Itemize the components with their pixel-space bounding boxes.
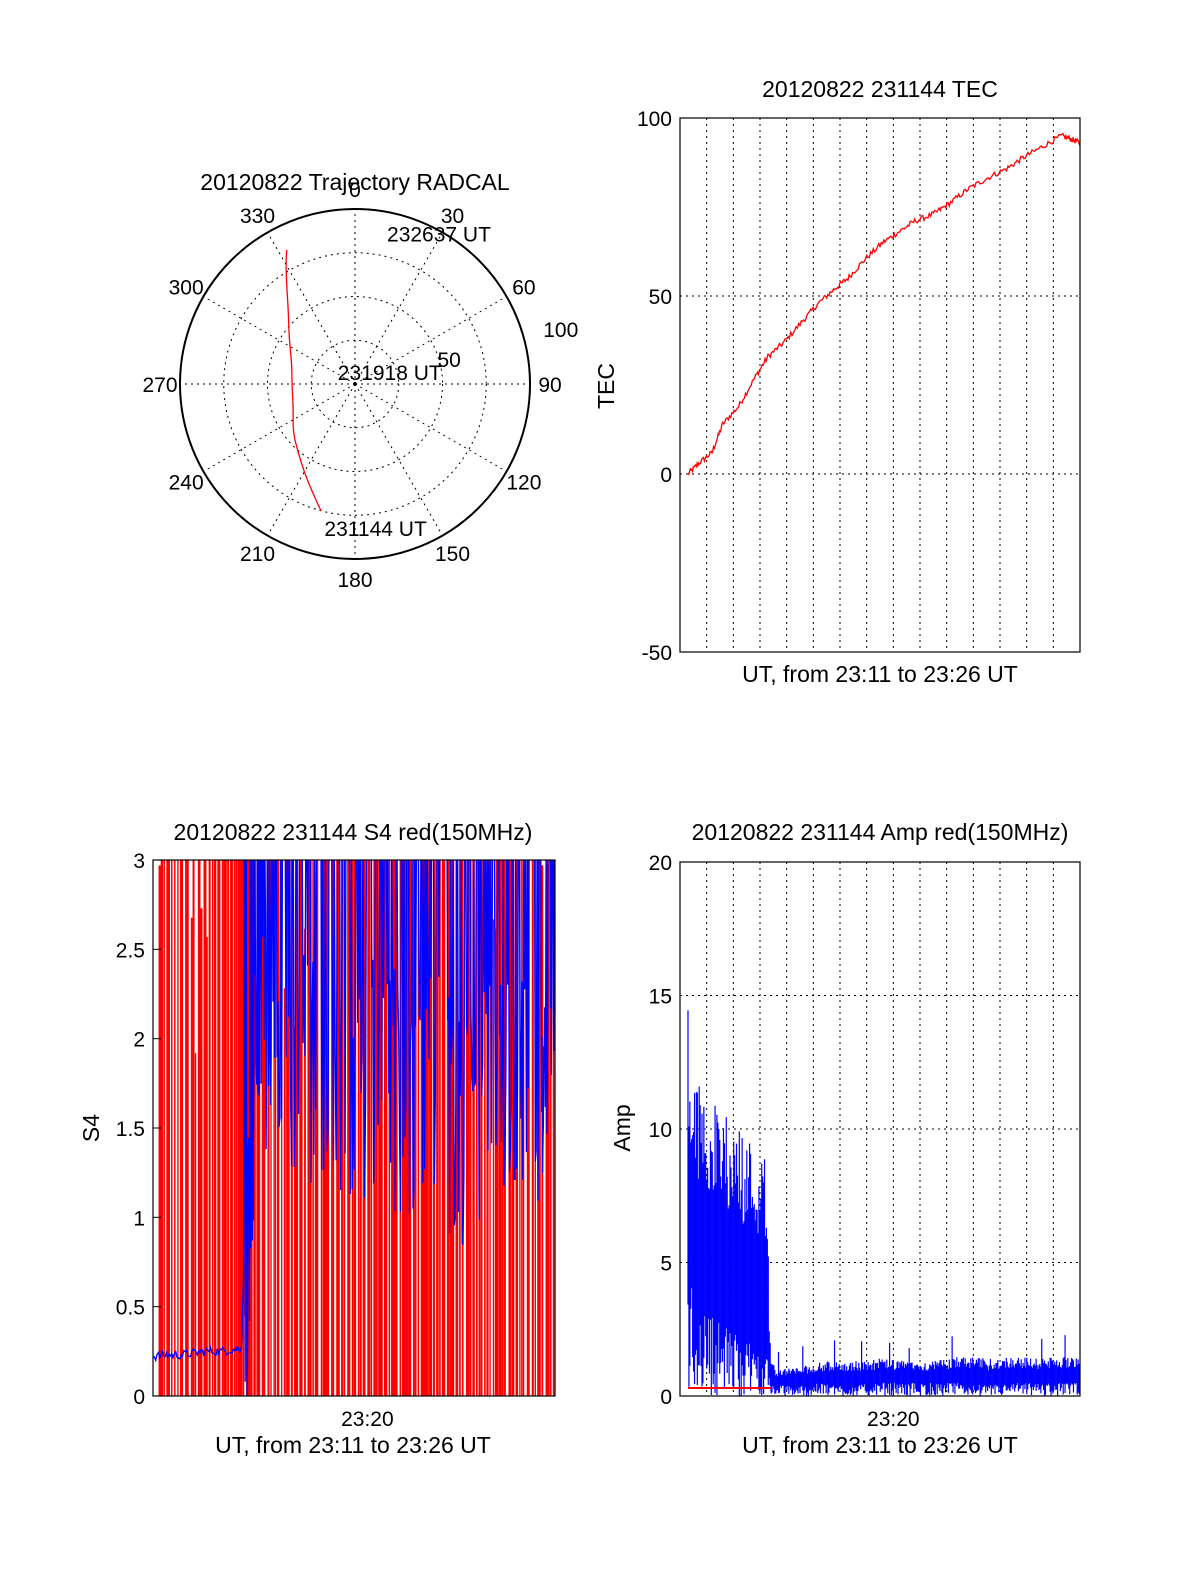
s4-y-tick-label: 2: [133, 1029, 145, 1052]
polar-radial-label: 50: [437, 349, 460, 372]
s4-blue-series: [153, 860, 555, 1396]
polar-ring-50: [267, 296, 443, 472]
s4-chart: 20120822 231144 S4 red(150MHz) 0 0.5 1 1.5 2…: [78, 819, 556, 1458]
s4-y-tick-label: 0.5: [116, 1297, 145, 1320]
polar-angle-label: 240: [169, 472, 204, 495]
tec-title: 20120822 231144 TEC: [762, 76, 998, 102]
polar-spoke-120: [354, 383, 507, 472]
polar-spoke-150: [354, 383, 443, 536]
s4-x-tick-label: 23:20: [341, 1408, 394, 1431]
amp-chart: 20120822 231144 Amp red(150MHz) 0 5 10 15 20…: [609, 819, 1081, 1458]
trajectory-time-label: 231144 UT: [324, 518, 427, 541]
s4-title: 20120822 231144 S4 red(150MHz): [174, 819, 533, 845]
polar-angle-label: 270: [142, 374, 177, 397]
tec-xlabel: UT, from 23:11 to 23:26 UT: [742, 661, 1018, 687]
amp-title: 20120822 231144 Amp red(150MHz): [692, 819, 1069, 845]
tec-y-tick-labels: -50 0 50 100: [637, 108, 672, 665]
s4-y-tick-label: 0: [133, 1386, 145, 1409]
amp-x-tick-labels: 23:20: [867, 1408, 920, 1431]
polar-angle-label: 330: [240, 205, 275, 228]
polar-angle-label: 60: [512, 277, 535, 300]
tec-y-tick-label: 50: [649, 286, 672, 309]
amp-y-tick-label: 10: [649, 1119, 672, 1142]
amp-frame: [679, 861, 1081, 1397]
polar-radial-label: 100: [543, 319, 578, 342]
polar-angle-labels: 0 30 60 90 120 150 180 210 240 270 300 330: [142, 179, 561, 592]
tec-chart: 20120822 231144 TEC -50 0 50 100 UT, from 2…: [593, 76, 1081, 687]
s4-x-tick-labels: 23:20: [341, 1408, 394, 1431]
trajectory-time-label: 232637 UT: [387, 223, 491, 246]
s4-y-tick-label: 2.5: [116, 939, 145, 962]
tec-y-tick-label: 100: [637, 108, 672, 131]
polar-trajectory-chart: 20120822 Trajectory RADCAL 0 30 60 90 120 150…: [142, 169, 578, 592]
amp-y-tick-label: 15: [649, 986, 672, 1009]
amp-xlabel: UT, from 23:11 to 23:26 UT: [742, 1432, 1018, 1458]
tec-grid: [680, 117, 1080, 653]
polar-angle-label: 180: [337, 569, 372, 592]
amp-y-tick-label: 5: [660, 1253, 672, 1276]
polar-radial-labels: 50 100: [437, 319, 578, 372]
s4-y-tick-labels: 0 0.5 1 1.5 2 2.5 3: [116, 850, 161, 1409]
tec-frame: [679, 117, 1081, 653]
tec-ylabel: TEC: [593, 363, 619, 409]
polar-angle-label: 0: [349, 179, 361, 202]
polar-angle-label: 120: [506, 472, 541, 495]
s4-ylabel: S4: [78, 1114, 104, 1142]
polar-angle-label: 30: [441, 205, 464, 228]
polar-title: 20120822 Trajectory RADCAL: [200, 169, 510, 195]
s4-y-tick-label: 3: [133, 850, 145, 873]
trajectory-track: [285, 249, 322, 512]
s4-y-tick-label: 1: [133, 1207, 145, 1230]
amp-x-tick-label: 23:20: [867, 1408, 920, 1431]
polar-angle-label: 300: [169, 277, 204, 300]
tec-y-tick-label: -50: [642, 642, 672, 665]
polar-spoke-210: [267, 383, 356, 536]
polar-spoke-300: [203, 296, 356, 385]
amp-y-tick-label: 20: [649, 852, 672, 875]
amp-y-tick-labels: 0 5 10 15 20: [649, 852, 672, 1409]
trajectory-annotations: 232637 UT 231918 UT 231144 UT: [324, 223, 491, 540]
amp-blue-series: [687, 1010, 1080, 1396]
amp-y-tick-label: 0: [660, 1386, 672, 1409]
polar-spoke-60: [354, 296, 507, 385]
tec-series-line: [687, 132, 1081, 476]
polar-spoke-330: [267, 232, 356, 385]
s4-frame: [152, 859, 556, 1397]
s4-y-tick-label: 1.5: [116, 1118, 145, 1141]
s4-xlabel: UT, from 23:11 to 23:26 UT: [215, 1432, 491, 1458]
polar-angle-label: 210: [240, 543, 275, 566]
polar-spoke-30: [354, 232, 443, 385]
tec-y-tick-label: 0: [660, 464, 672, 487]
polar-angle-label: 150: [435, 543, 470, 566]
polar-angle-label: 90: [538, 374, 561, 397]
trajectory-time-label: 231918 UT: [338, 362, 442, 385]
amp-ylabel: Amp: [609, 1104, 635, 1151]
polar-ring-75: [223, 252, 487, 516]
polar-grid: [179, 208, 531, 560]
polar-spoke-240: [203, 383, 356, 472]
